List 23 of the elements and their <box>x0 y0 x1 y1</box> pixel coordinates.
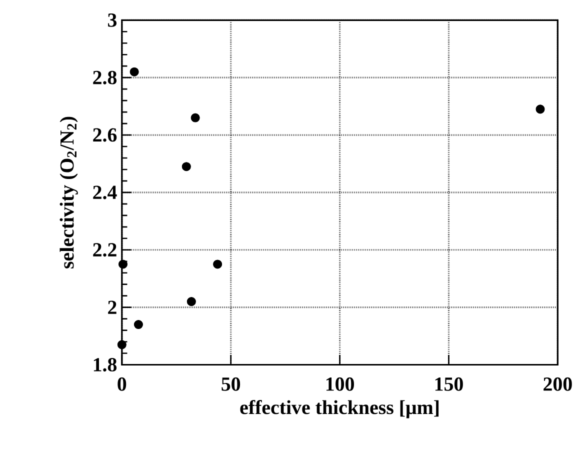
point <box>536 104 545 114</box>
y-tick-label: 2 <box>108 300 116 314</box>
y-tick-label: 2.4 <box>93 186 117 200</box>
x-tick-label: 150 <box>435 378 463 391</box>
x-tick-label: 0 <box>118 378 126 391</box>
point <box>134 320 143 330</box>
point <box>130 67 139 76</box>
point <box>118 260 128 269</box>
x-tick-label: 50 <box>222 378 240 391</box>
point <box>182 162 191 172</box>
y-tick-label: 2.2 <box>93 243 116 257</box>
point <box>186 297 196 306</box>
point <box>117 340 126 350</box>
y-tick-label: 1.8 <box>94 358 117 372</box>
y-tick-label: 2.6 <box>93 128 117 142</box>
y-axis-title: selectivity (O$_{2}$/N$_{2}$) <box>60 116 78 268</box>
x-tick-label: 200 <box>544 378 572 391</box>
x-tick-label: 100 <box>326 378 354 391</box>
y-tick-label: 2.8 <box>93 70 117 84</box>
point <box>213 260 222 269</box>
point <box>190 113 200 122</box>
y-tick-label: 3 <box>108 14 117 27</box>
x-axis-title: effective thickness [μm] <box>240 400 439 418</box>
